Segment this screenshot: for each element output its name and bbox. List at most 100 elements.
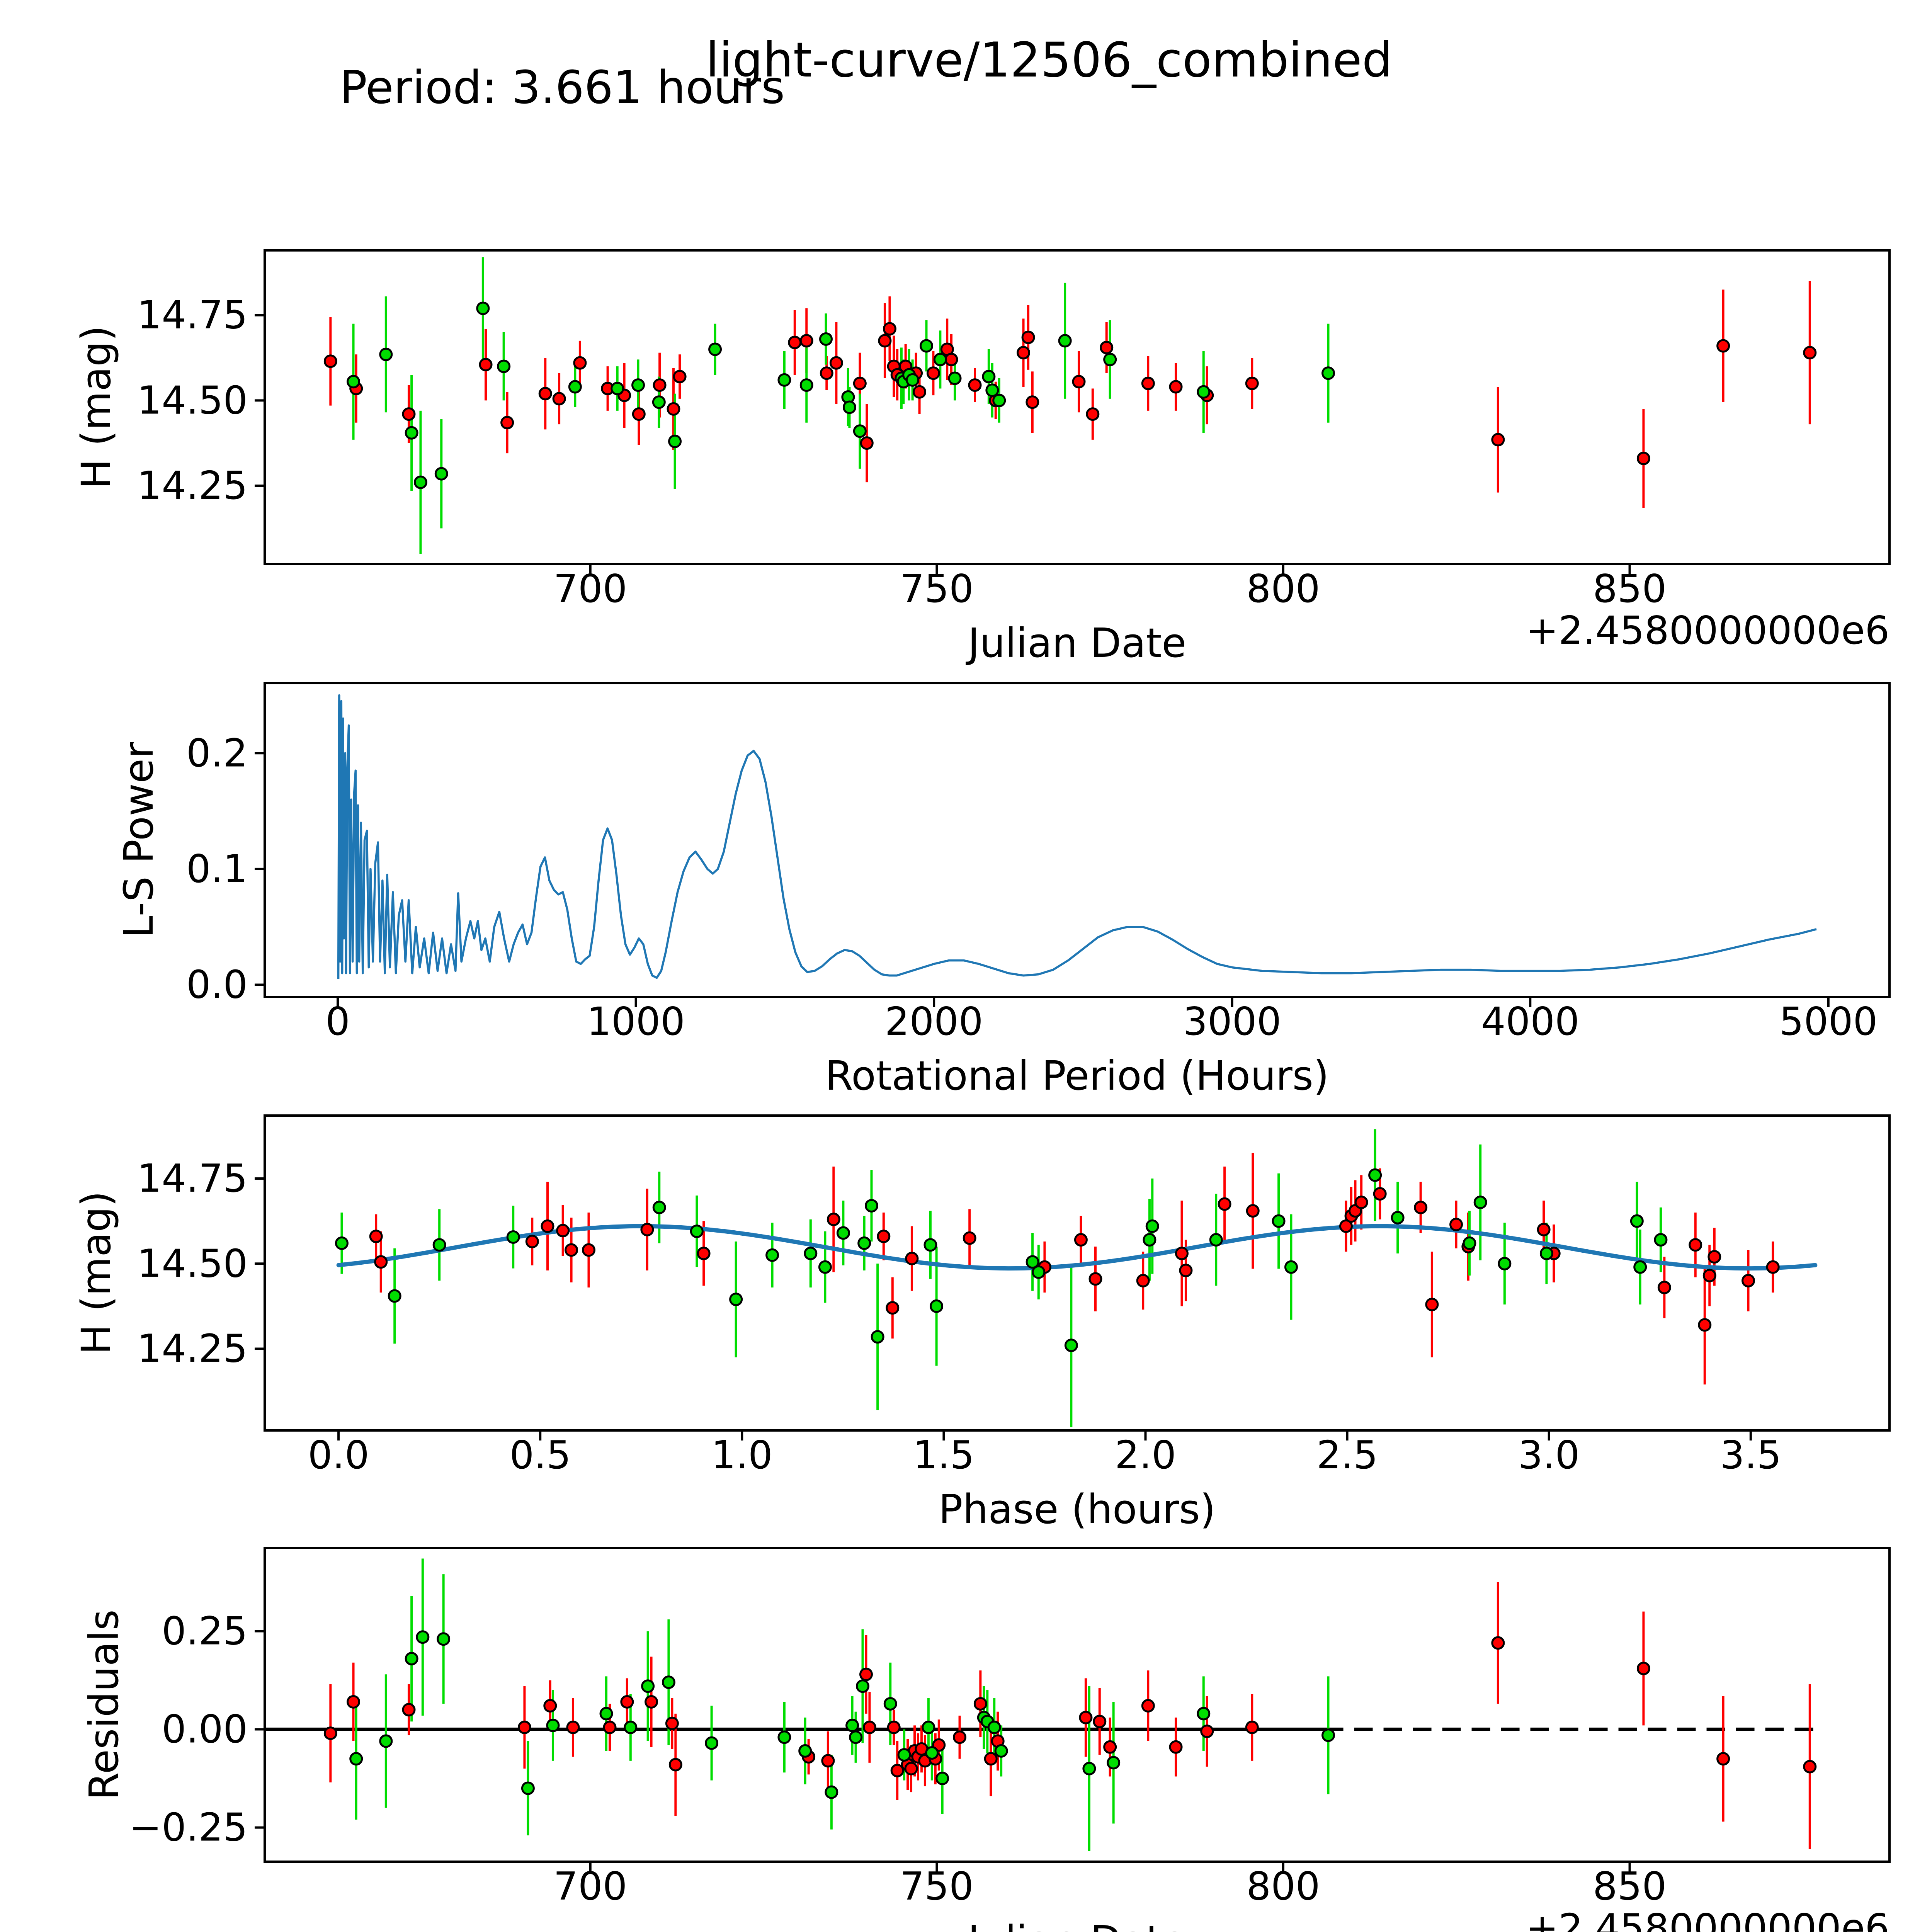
- data-point-green: [845, 1718, 859, 1732]
- data-point-red: [1026, 395, 1039, 409]
- data-point-red: [862, 1720, 876, 1734]
- data-point-green: [906, 373, 920, 387]
- data-point-green: [437, 1632, 451, 1646]
- x-tick-label: 800: [1247, 566, 1320, 611]
- data-point-green: [1654, 1233, 1668, 1247]
- y-axis-label: Residuals: [80, 1609, 128, 1800]
- data-point-red: [565, 1243, 578, 1257]
- data-point-green: [925, 1746, 939, 1760]
- data-point-green: [825, 1785, 838, 1799]
- data-point-green: [416, 1630, 430, 1644]
- data-point-red: [883, 322, 896, 336]
- data-point-red: [1491, 433, 1505, 447]
- y-axis-label: H (mag): [73, 325, 120, 489]
- data-point-red: [1657, 1281, 1671, 1294]
- data-point-red: [479, 358, 493, 372]
- data-point-green: [1107, 1756, 1121, 1770]
- data-point-green: [1064, 1338, 1078, 1352]
- data-point-green: [1284, 1260, 1298, 1274]
- data-point-green: [624, 1720, 638, 1734]
- data-point-green: [1368, 1168, 1382, 1182]
- data-point-red: [984, 1752, 998, 1766]
- x-tick-label: 800: [1247, 1864, 1320, 1909]
- y-tick-label: 14.75: [137, 1156, 248, 1201]
- y-axis-label: L-S Power: [115, 742, 162, 938]
- x-tick-label: 700: [553, 566, 627, 611]
- data-point-red: [827, 1213, 840, 1226]
- data-point-green: [1197, 385, 1211, 399]
- data-point-red: [1169, 1740, 1183, 1754]
- data-point-red: [853, 376, 867, 390]
- data-point-red: [1074, 1233, 1088, 1247]
- axes-frame: [264, 1114, 1891, 1432]
- data-point-red: [890, 1764, 904, 1777]
- data-point-green: [842, 400, 856, 414]
- data-point-red: [1414, 1201, 1428, 1214]
- data-point-red: [963, 1231, 976, 1245]
- data-point-green: [347, 375, 361, 389]
- data-point-red: [603, 1720, 617, 1734]
- data-point-green: [933, 352, 947, 366]
- data-point-red: [374, 1255, 388, 1269]
- data-point-green: [405, 426, 418, 440]
- data-point-green: [777, 1730, 791, 1744]
- data-point-green: [871, 1330, 884, 1344]
- fit-curve: [336, 1224, 1818, 1271]
- data-point-green: [836, 1226, 850, 1240]
- data-point-green: [799, 378, 813, 392]
- data-point-red: [653, 378, 667, 392]
- data-point-green: [864, 1199, 878, 1213]
- data-point-green: [798, 1744, 812, 1758]
- axis-offset-label: +2.4580000000e6: [1526, 608, 1889, 653]
- data-point-green: [919, 339, 933, 353]
- data-point-green: [883, 1697, 897, 1711]
- data-point-red: [538, 387, 552, 401]
- axes-frame: [264, 1547, 1891, 1863]
- data-point-green: [992, 393, 1006, 407]
- x-tick-label: 4000: [1481, 999, 1580, 1044]
- data-point-green: [652, 1201, 666, 1214]
- data-point-green: [1498, 1257, 1512, 1270]
- data-point-red: [1537, 1223, 1551, 1236]
- data-point-red: [1086, 407, 1100, 421]
- data-point-green: [857, 1236, 871, 1250]
- data-point-red: [860, 436, 874, 450]
- data-point-green: [1391, 1211, 1405, 1225]
- data-point-green: [985, 383, 999, 397]
- data-point-green: [652, 395, 666, 409]
- y-tick-label: 0.00: [162, 1707, 248, 1752]
- data-point-green: [405, 1652, 418, 1666]
- data-point-green: [611, 381, 624, 395]
- data-point-red: [369, 1230, 383, 1243]
- data-point-red: [632, 407, 646, 421]
- x-axis-label: Phase (hours): [939, 1486, 1216, 1533]
- data-point-red: [1689, 1238, 1702, 1252]
- data-point-red: [913, 385, 927, 399]
- data-point-red: [1245, 1720, 1259, 1734]
- data-point-green: [1463, 1236, 1476, 1250]
- periodogram-curve: [337, 694, 1817, 979]
- data-point-green: [432, 1238, 446, 1252]
- data-point-red: [904, 1762, 918, 1776]
- data-point-red: [500, 416, 514, 430]
- y-tick-label: 0.25: [162, 1608, 248, 1653]
- y-tick-label: 0.0: [186, 962, 248, 1007]
- data-point-green: [923, 1238, 937, 1252]
- data-point-green: [413, 475, 427, 489]
- data-point-green: [1145, 1219, 1159, 1233]
- data-point-green: [765, 1248, 779, 1262]
- data-point-green: [599, 1707, 613, 1721]
- data-point-red: [347, 1695, 361, 1709]
- data-point-red: [1354, 1196, 1368, 1209]
- y-axis-label: H (mag): [73, 1191, 120, 1354]
- data-point-red: [1141, 1699, 1155, 1713]
- x-tick-label: 3.5: [1720, 1432, 1781, 1478]
- data-point-red: [543, 1699, 557, 1713]
- data-point-red: [1141, 376, 1155, 390]
- data-point-green: [804, 1247, 818, 1260]
- panel-lightcurve: 700 750 800 850 14.25 14.50 14.75 Julian Date H …: [73, 249, 1891, 667]
- axes-frame: [264, 249, 1891, 565]
- data-point-green: [897, 1748, 911, 1762]
- x-axis-label: Rotational Period (Hours): [825, 1052, 1329, 1099]
- x-tick-label: 750: [900, 1864, 974, 1909]
